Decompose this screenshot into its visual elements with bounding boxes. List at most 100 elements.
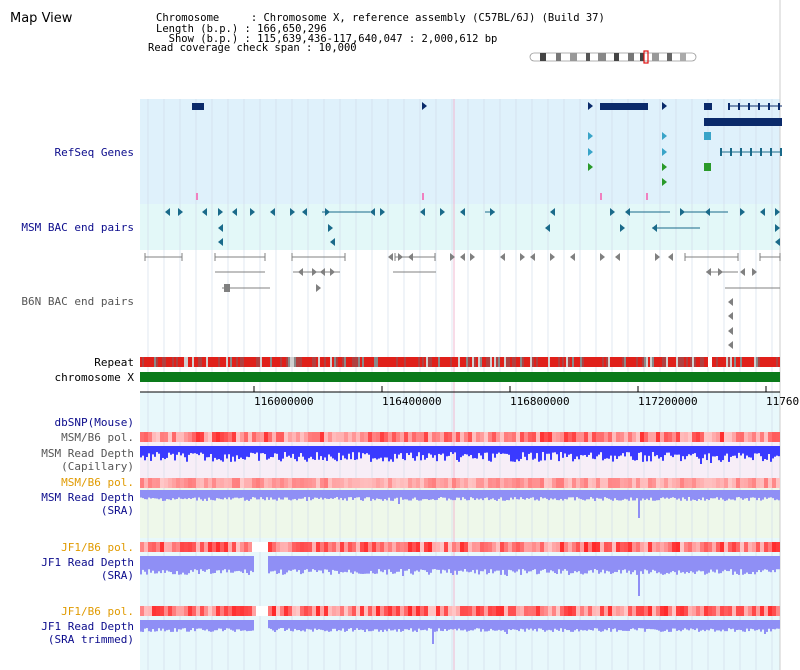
depth-bar: [714, 446, 716, 457]
polymorphism-cell: [312, 542, 316, 552]
polymorphism-cell: [392, 542, 396, 552]
depth-bar: [724, 620, 726, 632]
depth-bar: [600, 556, 602, 573]
chromosome-ideogram[interactable]: [529, 50, 697, 64]
depth-bar: [414, 490, 416, 498]
depth-bar: [626, 556, 628, 573]
repeat-segment: [420, 357, 422, 367]
depth-bar: [458, 556, 460, 571]
gene-feature: [662, 148, 667, 156]
depth-bar: [352, 556, 354, 574]
depth-bar: [686, 556, 688, 572]
depth-bar: [278, 556, 280, 574]
depth-bar: [238, 556, 240, 571]
depth-bar: [228, 556, 230, 570]
repeat-segment: [572, 357, 574, 367]
jf1-depth-sra-label: JF1 Read Depth: [41, 556, 134, 569]
depth-bar: [744, 620, 746, 632]
refseq-genes-track[interactable]: [192, 102, 782, 200]
depth-bar: [624, 620, 626, 631]
depth-bar: [456, 490, 458, 498]
polymorphism-cell: [476, 606, 480, 616]
polymorphism-cell: [140, 478, 144, 488]
depth-bar: [622, 446, 624, 454]
depth-bar: [578, 446, 580, 460]
depth-bar: [168, 490, 170, 500]
depth-bar: [188, 620, 190, 632]
polymorphism-cell: [748, 606, 752, 616]
depth-bar: [754, 446, 756, 454]
depth-bar: [350, 446, 352, 460]
polymorphism-cell: [464, 606, 468, 616]
repeat-track[interactable]: [140, 357, 780, 367]
depth-bar: [328, 620, 330, 632]
polymorphism-cell: [480, 542, 484, 552]
repeat-segment: [310, 357, 312, 367]
chromosome-bar[interactable]: [140, 372, 780, 382]
depth-bar: [412, 490, 414, 499]
polymorphism-cell: [176, 478, 180, 488]
gene-exon: [758, 103, 760, 110]
depth-bar: [366, 620, 368, 630]
b6n-bac-track[interactable]: [144, 253, 781, 349]
repeat-segment: [284, 357, 286, 367]
depth-bar: [764, 490, 766, 498]
depth-bar: [488, 446, 490, 461]
bac-end: [500, 253, 505, 261]
polymorphism-tracks[interactable]: [140, 432, 780, 616]
depth-bar: [354, 620, 356, 630]
depth-bar: [144, 490, 146, 500]
depth-bar: [496, 620, 498, 631]
polymorphism-cell: [488, 606, 492, 616]
depth-bar: [412, 556, 414, 575]
depth-bar: [734, 490, 736, 501]
repeat-segment: [150, 357, 152, 367]
bac-end: [760, 208, 765, 216]
depth-bar: [708, 490, 710, 501]
gene-exon: [750, 148, 752, 156]
depth-bar: [516, 490, 518, 500]
polymorphism-cell: [564, 542, 568, 552]
depth-bar: [704, 446, 706, 455]
polymorphism-cell: [328, 478, 332, 488]
depth-bar: [298, 556, 300, 571]
polymorphism-cell: [468, 606, 472, 616]
polymorphism-cell: [144, 542, 148, 552]
polymorphism-cell: [572, 432, 576, 442]
msm-bac-track[interactable]: [165, 208, 780, 246]
depth-bar: [740, 446, 742, 456]
repeat-segment: [278, 357, 280, 367]
depth-bar: [700, 490, 702, 501]
depth-bar: [596, 490, 598, 498]
polymorphism-cell: [232, 542, 236, 552]
gene-exon: [760, 148, 762, 156]
polymorphism-cell: [432, 606, 436, 616]
depth-bar: [628, 620, 630, 631]
depth-bar: [736, 556, 738, 574]
bac-end: [655, 253, 660, 261]
depth-bar: [382, 446, 384, 462]
depth-bar: [414, 620, 416, 631]
polymorphism-cell: [228, 606, 232, 616]
depth-bar: [454, 490, 456, 501]
polymorphism-cell: [376, 478, 380, 488]
repeat-segment: [142, 357, 144, 367]
repeat-segment: [330, 357, 332, 367]
polymorphism-cell: [588, 478, 592, 488]
depth-bar: [508, 556, 510, 570]
repeat-segment: [246, 357, 248, 367]
repeat-segment: [436, 357, 438, 367]
read-depth-tracks[interactable]: [140, 446, 780, 644]
polymorphism-cell: [508, 432, 512, 442]
polymorphism-cell: [504, 432, 508, 442]
depth-bar: [506, 446, 508, 454]
polymorphism-cell: [764, 478, 768, 488]
jf1-depth-trim-sub: (SRA trimmed): [48, 633, 134, 646]
depth-bar: [626, 446, 628, 453]
polymorphism-cell: [680, 606, 684, 616]
depth-bar: [236, 446, 238, 456]
polymorphism-cell: [600, 606, 604, 616]
polymorphism-cell: [320, 606, 324, 616]
polymorphism-cell: [568, 432, 572, 442]
